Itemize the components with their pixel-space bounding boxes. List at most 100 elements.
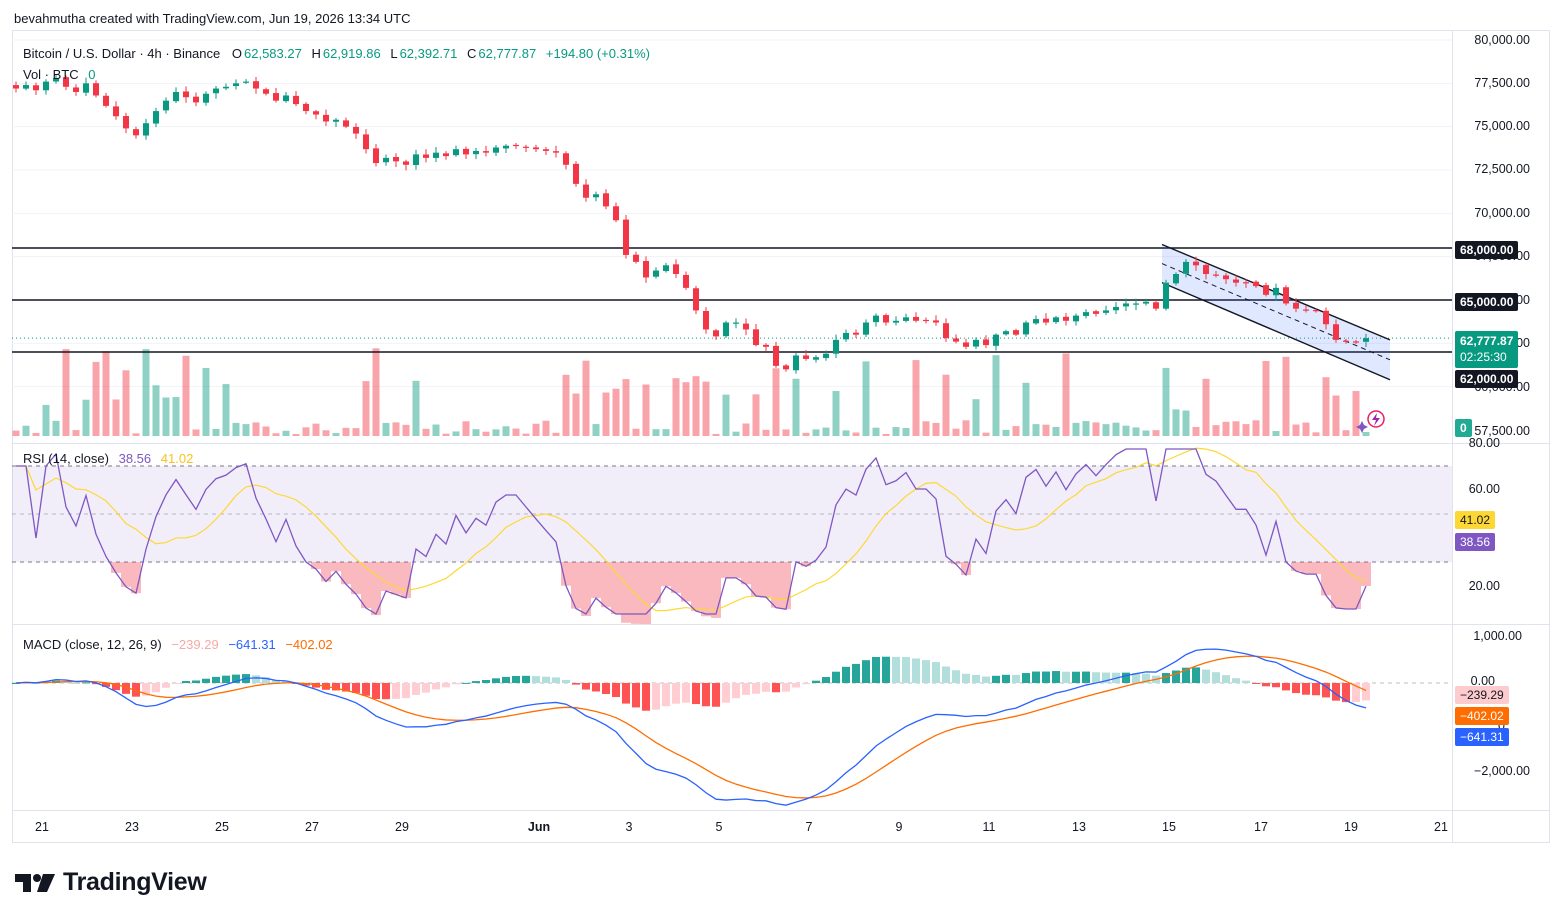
pane-divider[interactable] [12, 624, 1550, 625]
volume-bar [692, 376, 700, 436]
volume-bar [492, 429, 500, 436]
volume-bar [332, 433, 340, 436]
macd-hist-bar [902, 657, 910, 683]
macd-label[interactable]: MACD (close, 12, 26, 9) [23, 637, 162, 652]
candle [313, 111, 319, 115]
volume-bar [612, 388, 620, 436]
volume-bar [1042, 424, 1050, 436]
rsi-pane[interactable] [12, 444, 1452, 624]
candle [1143, 301, 1149, 304]
macd-hist-bar [362, 683, 370, 696]
macd-hist-bar [1092, 672, 1100, 683]
price-pane[interactable] [12, 30, 1452, 443]
candle [883, 315, 889, 323]
pane-divider[interactable] [12, 443, 1550, 444]
candle [1013, 330, 1019, 335]
macd-hist-bar [1122, 672, 1130, 683]
macd-hist-bar [612, 683, 620, 697]
candle [1213, 274, 1219, 276]
candle [1043, 318, 1049, 323]
rsi-oversold-fill [611, 562, 621, 615]
volume-label[interactable]: Vol · BTC [23, 67, 79, 82]
macd-hist-bar [732, 683, 740, 699]
macd-hist-bar [782, 683, 790, 692]
candle [463, 148, 469, 155]
price-tick: 80,000.00 [1474, 33, 1530, 47]
volume-bar [1012, 426, 1020, 436]
macd-hist-bar [182, 680, 190, 683]
volume-bar [892, 427, 900, 436]
volume-bar [302, 427, 310, 436]
candle [353, 126, 359, 134]
candle [833, 339, 839, 354]
candle [1223, 275, 1229, 280]
macd-hist-bar [762, 683, 770, 692]
volume-bar [12, 430, 20, 436]
volume-bar [352, 428, 360, 436]
volume-bar [522, 433, 530, 436]
candle [1153, 302, 1159, 309]
lightning-icon[interactable] [1356, 407, 1388, 435]
symbol-title[interactable]: Bitcoin / U.S. Dollar · 4h · Binance [23, 46, 221, 61]
support-62000-tag: 62,000.00 [1455, 370, 1519, 388]
rsi-label[interactable]: RSI (14, close) [23, 451, 109, 466]
candle [33, 85, 39, 91]
date-tick: 13 [1072, 820, 1086, 834]
macd-hist-bar [922, 660, 930, 683]
candle [13, 85, 19, 89]
macd-hist-bar [342, 683, 350, 692]
rsi-oversold-fill [131, 562, 141, 594]
candle [1253, 281, 1259, 287]
macd-hist-bar [272, 680, 280, 683]
volume-bar [72, 430, 80, 436]
rsi-oversold-fill [351, 562, 361, 595]
low-label: L [390, 46, 398, 61]
candle [723, 322, 729, 337]
candle [663, 265, 669, 272]
macd-pane[interactable] [12, 625, 1452, 810]
volume-bar [1062, 353, 1070, 436]
macd-hist-bar [1212, 672, 1220, 683]
candle [233, 83, 239, 87]
tradingview-logo[interactable]: TradingView [15, 868, 207, 897]
rsi-oversold-fill [371, 562, 381, 616]
candle [1333, 324, 1339, 340]
volume-bar [292, 433, 300, 436]
volume-bar [402, 424, 410, 436]
high-label: H [311, 46, 321, 61]
volume-bar [382, 422, 390, 436]
bar-countdown: 02:25:30 [1460, 350, 1507, 364]
macd-hist-bar [552, 677, 560, 683]
volume-bar [842, 430, 850, 436]
candle [343, 120, 349, 127]
volume-bar [922, 421, 930, 436]
rsi-oversold-fill [571, 562, 581, 609]
volume-bar [222, 384, 230, 436]
volume-bar [1182, 410, 1190, 436]
candle [1313, 310, 1319, 312]
volume-bar [362, 381, 370, 436]
candle [493, 147, 499, 153]
candle [963, 342, 969, 347]
volume-bar [852, 432, 860, 436]
candle [413, 154, 419, 166]
rsi-tick: 20.00 [1468, 579, 1500, 593]
volume-bar [422, 428, 430, 436]
volume-bar [1212, 425, 1220, 436]
volume-bar [32, 432, 40, 436]
volume-bar [1072, 422, 1080, 436]
macd-hist-bar [502, 676, 510, 683]
volume-bar [862, 361, 870, 436]
rsi-tick: 60.00 [1468, 482, 1500, 496]
macd-hist-bar [882, 656, 890, 683]
volume-bar [1152, 430, 1160, 436]
macd-hist-bar [972, 674, 980, 683]
macd-legend: MACD (close, 12, 26, 9) −239.29 −641.31 … [23, 637, 335, 652]
volume-bar [662, 429, 670, 436]
volume-bar [962, 420, 970, 436]
rsi-value: 38.56 [118, 451, 152, 466]
macd-hist-bar [1262, 683, 1270, 687]
volume-bar [372, 348, 380, 436]
price-tick: 70,000.00 [1474, 206, 1530, 220]
candle [1363, 338, 1369, 342]
